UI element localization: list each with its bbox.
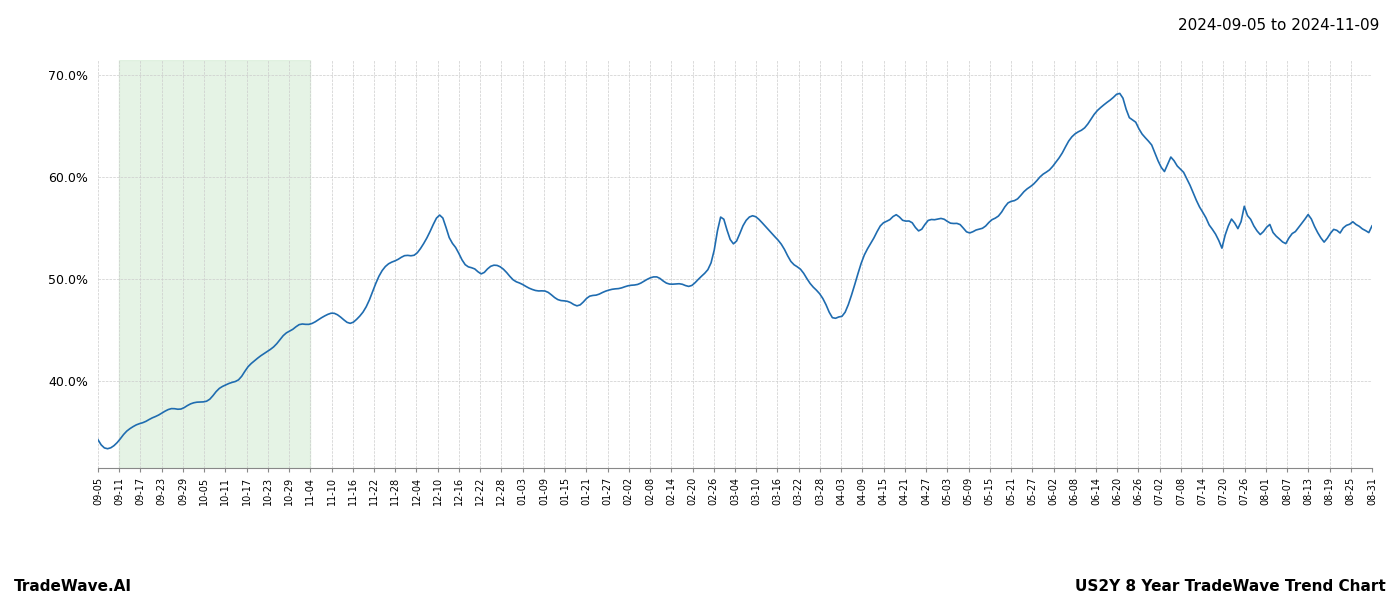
Text: 2024-09-05 to 2024-11-09: 2024-09-05 to 2024-11-09 <box>1177 18 1379 33</box>
Bar <box>119 60 311 468</box>
Text: US2Y 8 Year TradeWave Trend Chart: US2Y 8 Year TradeWave Trend Chart <box>1075 579 1386 594</box>
Text: TradeWave.AI: TradeWave.AI <box>14 579 132 594</box>
